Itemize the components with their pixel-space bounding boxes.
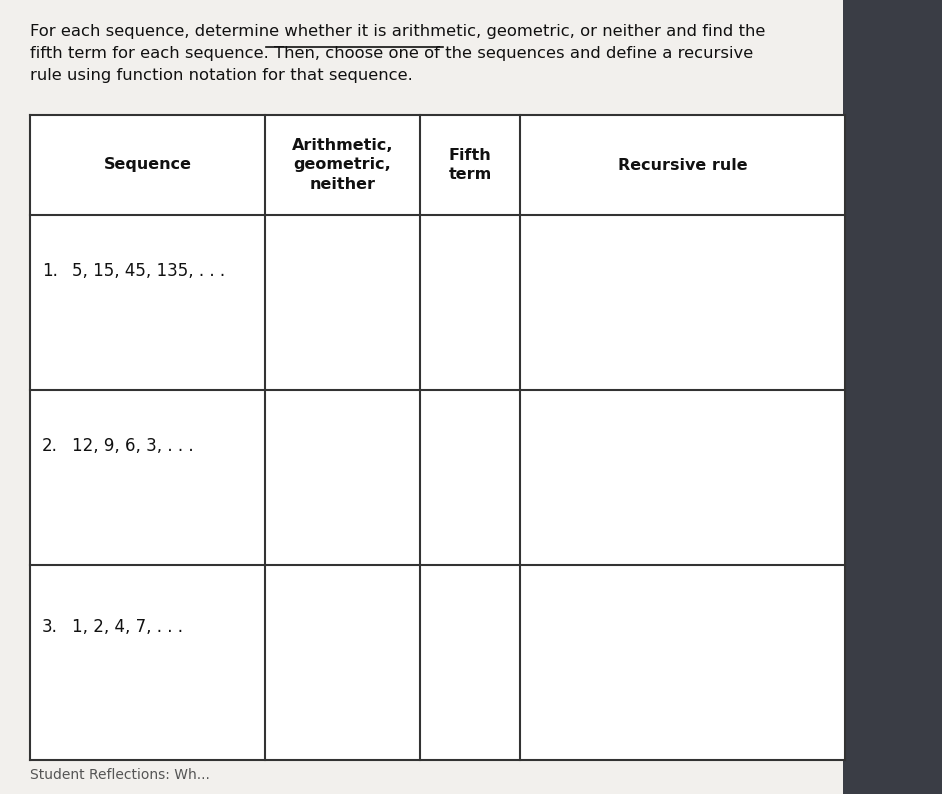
Text: Arithmetic,
geometric,
neither: Arithmetic, geometric, neither (292, 138, 393, 191)
Bar (0, 0, 843, 794)
Text: fifth term for each sequence. Then, choose one of the sequences and define a rec: fifth term for each sequence. Then, choo… (30, 46, 754, 61)
Text: 5, 15, 45, 135, . . .: 5, 15, 45, 135, . . . (72, 262, 225, 280)
Text: 1.: 1. (42, 262, 57, 280)
Text: 12, 9, 6, 3, . . .: 12, 9, 6, 3, . . . (72, 437, 194, 455)
Polygon shape (843, 0, 942, 794)
Text: Sequence: Sequence (104, 157, 191, 172)
Text: Student Reflections: Wh...: Student Reflections: Wh... (30, 768, 210, 782)
Bar (30, 115, 845, 760)
Text: For each sequence, determine whether it is arithmetic, geometric, or neither and: For each sequence, determine whether it … (30, 24, 765, 39)
Text: rule using function notation for that sequence.: rule using function notation for that se… (30, 68, 413, 83)
Text: 2.: 2. (42, 437, 57, 455)
Text: 1, 2, 4, 7, . . .: 1, 2, 4, 7, . . . (72, 619, 183, 637)
Text: 3.: 3. (42, 619, 57, 637)
Text: Recursive rule: Recursive rule (618, 157, 747, 172)
Text: Fifth
term: Fifth term (448, 148, 492, 182)
